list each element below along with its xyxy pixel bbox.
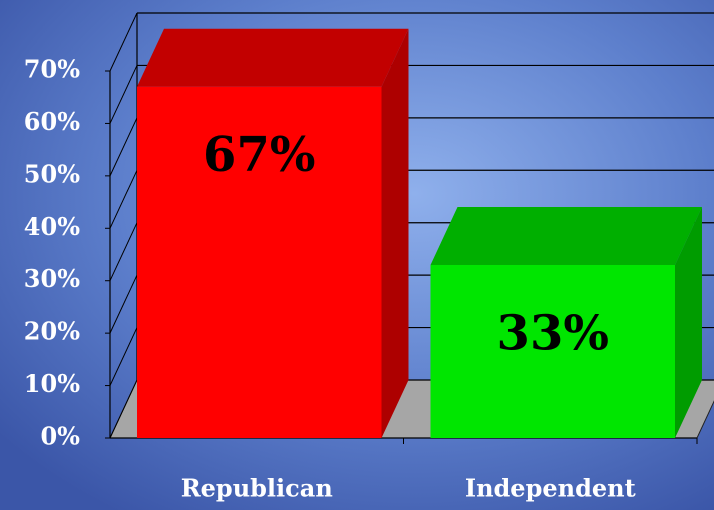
value-label: 67% (203, 127, 315, 183)
y-tick-label: 70% (24, 55, 80, 84)
grid-line-side (109, 222, 138, 281)
grid-line-side (109, 327, 138, 386)
bar-side (381, 28, 409, 438)
y-tick-label: 40% (24, 212, 80, 241)
x-tick-label: Republican (181, 474, 333, 503)
grid-line-side (109, 65, 138, 124)
grid-line-side (109, 12, 138, 72)
grid-line-side (109, 117, 138, 177)
bar (430, 264, 675, 438)
grid-line-side (109, 170, 138, 229)
bar-top (137, 28, 409, 87)
y-tick-label: 30% (24, 264, 80, 293)
grid-line-side (109, 274, 138, 334)
bar-top (430, 206, 702, 265)
bar (137, 86, 382, 438)
y-tick-label: 10% (24, 369, 80, 398)
value-label: 33% (497, 305, 609, 361)
y-tick-label: 0% (40, 422, 80, 451)
y-tick-label: 50% (24, 159, 80, 188)
y-tick-label: 20% (24, 317, 80, 346)
x-tick-label: Independent (465, 474, 636, 503)
bar-side (675, 206, 702, 438)
y-tick-label: 60% (24, 107, 80, 136)
grid-line-side (109, 379, 138, 439)
